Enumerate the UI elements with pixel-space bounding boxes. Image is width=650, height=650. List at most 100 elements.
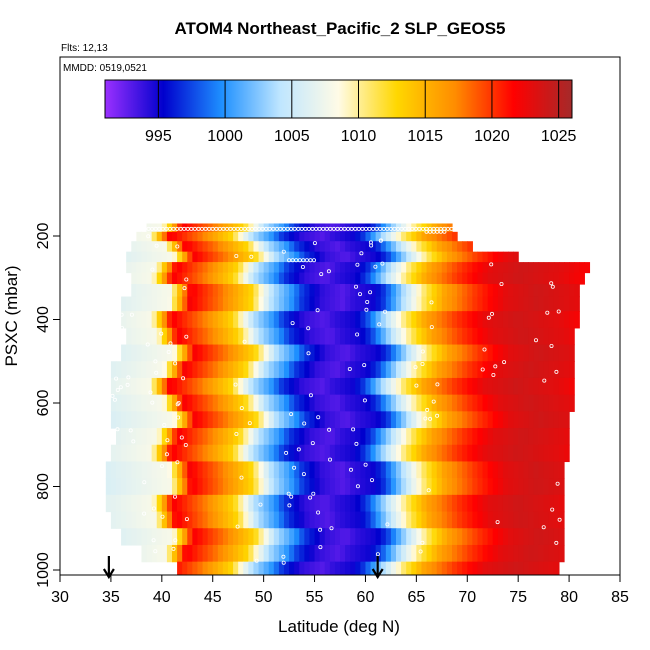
curtain-cell [131, 528, 137, 546]
curtain-cell [411, 394, 417, 412]
curtain-cell [558, 444, 565, 463]
curtain-cell [360, 561, 367, 575]
curtain-cell [161, 544, 168, 563]
curtain-cell [385, 394, 392, 412]
curtain-cell [177, 444, 183, 463]
curtain-cell [441, 361, 448, 379]
curtain-cell [172, 284, 178, 298]
curtain-cell [543, 284, 550, 298]
obs-marker [308, 393, 313, 398]
curtain-cell [258, 411, 265, 429]
curtain-cell [187, 327, 193, 346]
curtain-cell [502, 344, 509, 362]
curtain-cell [375, 544, 382, 563]
curtain-cell [238, 251, 244, 263]
curtain-cell [528, 284, 535, 298]
curtain-cell [380, 361, 387, 379]
curtain-cell [446, 361, 453, 379]
curtain-cell [110, 377, 117, 396]
curtain-cell [207, 394, 214, 412]
curtain-cell [390, 377, 397, 396]
curtain-cell [228, 272, 234, 285]
curtain-cell [350, 561, 356, 575]
curtain-cell [365, 251, 372, 263]
curtain-cell [365, 231, 372, 242]
curtain-cell [431, 327, 438, 346]
curtain-cell [492, 428, 499, 446]
chart-title: ATOM4 Northeast_Pacific_2 SLP_GEOS5 [175, 19, 506, 38]
curtain-cell [263, 411, 270, 429]
curtain-cell [248, 461, 255, 479]
colorbar-tick-label-0: 995 [145, 128, 172, 145]
curtain-cell [284, 377, 290, 396]
curtain-cell [228, 223, 234, 233]
curtain-cell [345, 262, 351, 274]
curtain-cell [360, 344, 367, 362]
curtain-cell [421, 327, 428, 346]
curtain-cell [457, 241, 463, 253]
curtain-cell [564, 262, 570, 274]
obs-marker [115, 260, 120, 265]
curtain-cell [202, 344, 209, 362]
curtain-cell [207, 478, 214, 496]
curtain-cell [207, 311, 214, 329]
curtain-cell [340, 428, 346, 446]
curtain-cell [350, 411, 356, 429]
curtain-cell [151, 528, 158, 546]
x-tick-label-9: 75 [509, 589, 527, 606]
curtain-cell [380, 528, 387, 546]
curtain-cell [258, 344, 265, 362]
curtain-cell [166, 272, 173, 285]
curtain-cell [146, 296, 153, 312]
curtain-cell [553, 561, 560, 575]
curtain-cell [329, 284, 336, 298]
curtain-cell [426, 231, 433, 242]
x-tick-label-11: 85 [611, 589, 629, 606]
curtain-cell [523, 377, 529, 396]
obs-marker [319, 272, 324, 277]
curtain-cell [309, 511, 316, 529]
curtain-cell [452, 461, 458, 479]
curtain-cell [324, 528, 331, 546]
curtain-cell [396, 251, 402, 263]
curtain-cell [370, 528, 377, 546]
curtain-cell [192, 223, 199, 233]
curtain-cell [207, 461, 214, 479]
curtain-cell [518, 544, 524, 563]
curtain-cell [136, 231, 143, 242]
curtain-cell [472, 394, 479, 412]
curtain-cell [482, 262, 489, 274]
curtain-cell [192, 231, 199, 242]
curtain-cell [329, 296, 336, 312]
obs-marker [151, 506, 156, 511]
curtain-cell [401, 444, 407, 463]
obs-marker [233, 382, 238, 387]
curtain-cell [136, 296, 143, 312]
curtain-cell [253, 528, 260, 546]
curtain-cell [508, 561, 514, 575]
curtain-cell [309, 241, 316, 253]
curtain-cell [319, 461, 326, 479]
curtain-cell [548, 361, 555, 379]
curtain-cell [518, 327, 524, 346]
curtain-cell [141, 311, 148, 329]
obs-marker [126, 375, 131, 380]
curtain-cell [472, 461, 479, 479]
curtain-cell [543, 377, 550, 396]
curtain-cell [177, 223, 183, 233]
curtain-cell [334, 494, 341, 513]
curtain-cell [289, 444, 295, 463]
curtain-cell [446, 377, 453, 396]
curtain-cell [273, 511, 280, 529]
curtain-cell [487, 461, 494, 479]
curtain-cell [401, 296, 407, 312]
curtain-cell [350, 296, 356, 312]
curtain-cell [385, 544, 392, 563]
curtain-cell [492, 284, 499, 298]
curtain-cell [324, 241, 331, 253]
curtain-cell [452, 344, 458, 362]
curtain-cell [329, 511, 336, 529]
curtain-cell [396, 241, 402, 253]
curtain-cell [278, 494, 285, 513]
curtain-cell [441, 296, 448, 312]
